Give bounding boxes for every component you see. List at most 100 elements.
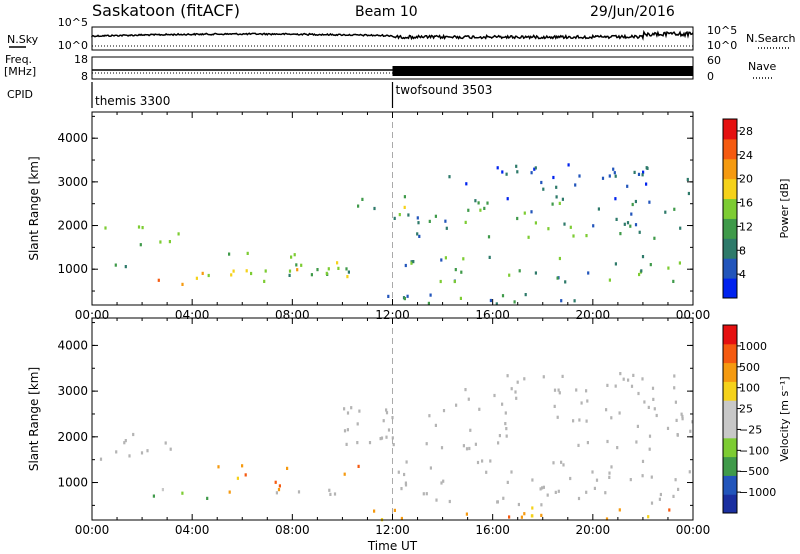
scatter-cell — [540, 180, 543, 185]
scatter-cell — [206, 496, 209, 500]
scatter-cell — [633, 170, 636, 174]
freq-right-tick: 0 — [707, 70, 714, 83]
scatter-cell — [404, 263, 407, 268]
scatter-cell — [585, 419, 588, 423]
scatter-cell — [104, 226, 107, 230]
scatter-cell — [574, 183, 577, 187]
scatter-cell — [547, 227, 550, 231]
scatter-cell — [614, 262, 617, 266]
scatter-cell — [337, 266, 340, 270]
scatter-cell — [523, 211, 526, 215]
scatter-cell — [595, 478, 599, 482]
scatter-cell — [385, 408, 388, 412]
scatter-cell — [577, 496, 581, 501]
scatter-cell — [241, 464, 244, 468]
scatter-cell — [561, 197, 564, 201]
scatter-cell — [468, 446, 471, 451]
scatter-cell — [157, 278, 160, 282]
scatter-cell — [587, 271, 590, 275]
scatter-cell — [425, 492, 428, 496]
colorbar-label: Power [dB] — [778, 179, 791, 239]
scatter-cell — [440, 481, 443, 485]
x-tick-label: 00:00 — [676, 308, 711, 322]
scatter-cell — [439, 279, 442, 284]
y-tick-label: 3000 — [57, 175, 88, 189]
scatter-cell — [397, 470, 400, 474]
scatter-cell — [379, 437, 382, 441]
scatter-cell — [647, 515, 650, 519]
scatter-cell — [578, 418, 581, 422]
scatter-cell — [622, 377, 625, 381]
scatter-cell — [680, 412, 683, 416]
x-tick-label: 12:00 — [375, 523, 410, 537]
scatter-cell — [434, 423, 437, 427]
scatter-cell — [350, 406, 353, 410]
scatter-cell — [428, 219, 431, 223]
scatter-cell — [551, 202, 554, 206]
scatter-cell — [606, 383, 609, 387]
colorbar-segment — [723, 381, 737, 401]
scatter-cell — [508, 515, 511, 519]
scatter-cell — [659, 492, 662, 497]
scatter-cell — [479, 208, 482, 212]
scatter-cell — [553, 388, 557, 392]
scatter-cell — [445, 226, 448, 230]
scatter-cell — [572, 234, 575, 238]
scatter-cell — [385, 411, 389, 415]
scatter-cell — [467, 397, 470, 401]
scatter-cell — [141, 226, 144, 230]
scatter-cell — [275, 491, 278, 495]
scatter-cell — [634, 223, 638, 227]
scatter-cell — [403, 195, 406, 199]
colorbar-tick-label: 28 — [739, 125, 753, 138]
scatter-cell — [232, 269, 235, 273]
scatter-cell — [114, 263, 117, 267]
scatter-cell — [137, 225, 141, 229]
scatter-cell — [542, 375, 545, 379]
scatter-cell — [356, 422, 359, 426]
scatter-cell — [392, 443, 395, 447]
scatter-cell — [434, 214, 437, 218]
scatter-cell — [288, 273, 291, 277]
scatter-cell — [561, 374, 564, 378]
scatter-cell — [530, 171, 533, 175]
scatter-cell — [398, 213, 401, 217]
scatter-cell — [368, 441, 372, 445]
x-tick-label: 08:00 — [275, 308, 310, 322]
scatter-cell — [404, 481, 407, 485]
scatter-cell — [629, 478, 632, 482]
scatter-cell — [676, 433, 679, 437]
scatter-cell — [230, 273, 233, 277]
colorbar-segment — [723, 119, 737, 140]
scatter-cell — [605, 517, 609, 521]
noise-left-label: N.Sky — [7, 33, 39, 46]
scatter-cell — [629, 224, 632, 228]
scatter-cell — [168, 240, 171, 244]
scatter-cell — [564, 280, 567, 284]
scatter-cell — [310, 273, 313, 277]
scatter-cell — [467, 208, 470, 212]
cpid-segment: twofsound 3503 — [396, 83, 493, 97]
scatter-cell — [207, 273, 210, 278]
scatter-cell — [493, 393, 496, 398]
x-tick-label: 08:00 — [275, 523, 310, 537]
y-tick-label: 2000 — [57, 430, 88, 444]
scatter-cell — [329, 492, 332, 496]
scatter-cell — [327, 267, 330, 271]
scatter-cell — [619, 372, 622, 376]
colorbar-tick-label: 4 — [739, 268, 746, 281]
scatter-cell — [124, 439, 127, 443]
freq-left-tick: 18 — [74, 53, 88, 66]
scatter-cell — [627, 378, 630, 382]
scatter-cell — [640, 269, 643, 273]
colorbar-segment — [723, 456, 737, 476]
scatter-cell — [641, 474, 644, 478]
scatter-cell — [387, 428, 391, 432]
scatter-cell — [498, 434, 501, 438]
scatter-cell — [124, 265, 127, 269]
colorbar-segment — [723, 494, 737, 514]
scatter-cell — [440, 446, 444, 450]
scatter-cell — [385, 435, 388, 439]
scatter-cell — [496, 500, 499, 504]
